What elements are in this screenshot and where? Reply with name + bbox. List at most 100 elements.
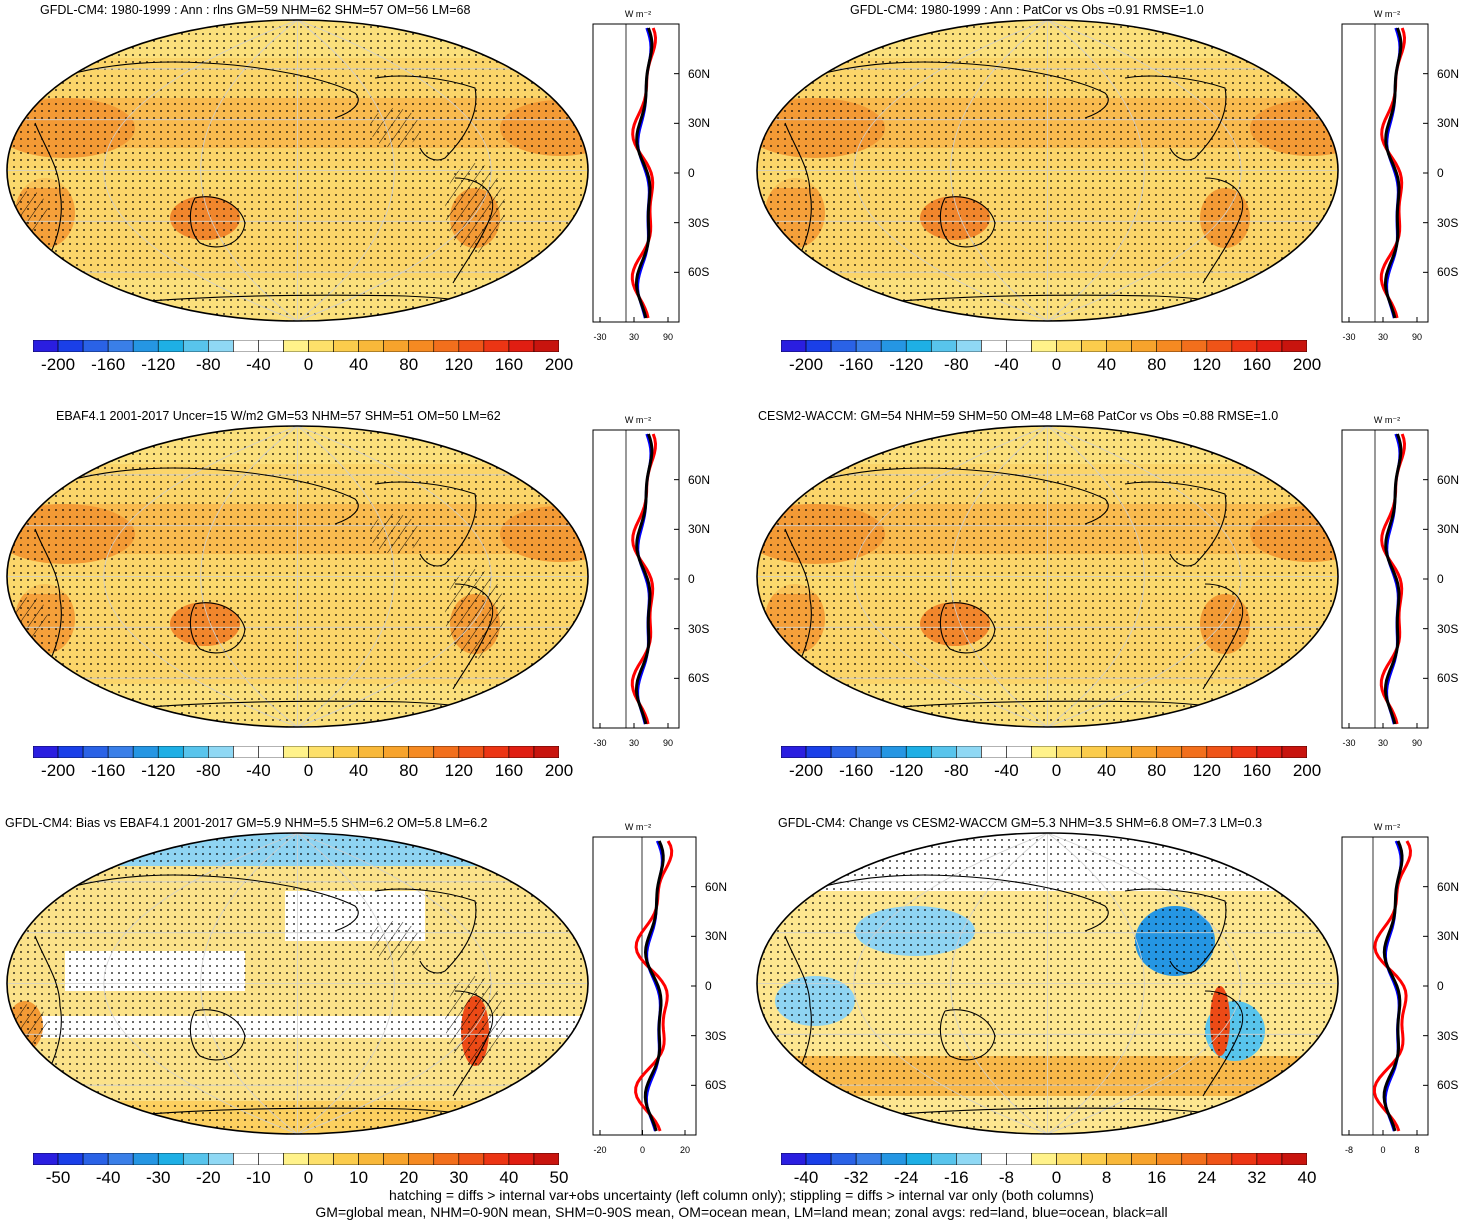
- colorbar-swatch: [107, 746, 134, 758]
- lat-tick-label: 30S: [688, 621, 710, 636]
- colorbar-swatch: [905, 340, 932, 352]
- lat-tick-label: 60S: [705, 1078, 727, 1093]
- colorbar-tick-label: 24: [1197, 1168, 1217, 1187]
- colorbar-tick-label: -80: [196, 761, 221, 780]
- zonal-trace: [1379, 433, 1407, 725]
- lat-tick-label: 30N: [688, 116, 711, 131]
- colorbar-bias: [33, 1153, 559, 1165]
- colorbar-swatch: [408, 1153, 435, 1165]
- colorbar-swatch: [208, 1153, 234, 1165]
- zonal-trace: [634, 433, 654, 725]
- zonal-x-tick-label: -8: [1344, 1145, 1354, 1155]
- colorbar-swatch: [1081, 746, 1107, 758]
- colorbar-swatch: [233, 340, 259, 352]
- coastline-north-america: [374, 75, 477, 161]
- colorbar-tick-label: -160: [91, 761, 126, 780]
- colorbar-swatch: [830, 340, 857, 352]
- lat-tick-label: 30N: [688, 522, 711, 537]
- colorbar-tick-label: 160: [494, 355, 524, 374]
- colorbar-tick-label: -32: [843, 1168, 869, 1187]
- colorbar-tick-label: 80: [399, 355, 419, 374]
- colorbar-tick-label: 80: [399, 761, 419, 780]
- colorbar-tick-label: -30: [145, 1168, 171, 1187]
- colorbar-swatch: [1156, 340, 1183, 352]
- colorbar-swatch: [1006, 1153, 1032, 1165]
- colorbar-swatch: [930, 746, 957, 758]
- colorbar-labels: -200 -160 -120 -80 -40 0 40 80 120 160 200: [781, 355, 1321, 377]
- zonal-x-tick-label: 0: [639, 1145, 646, 1155]
- colorbar-swatch: [233, 746, 259, 758]
- zonal-unit-label: W m⁻²: [1374, 9, 1400, 19]
- colorbar-swatch: [805, 1153, 832, 1165]
- zonal-x-tick-label: 0: [1380, 1145, 1386, 1155]
- colorbar-swatch: [981, 340, 1007, 352]
- colorbar-swatch: [855, 746, 882, 758]
- map-change: [756, 832, 1339, 1135]
- lat-tick-label: 60S: [688, 671, 710, 686]
- colorbar-swatch: [830, 1153, 857, 1165]
- coastline-australia: [189, 1009, 246, 1061]
- lat-tick-label: 30S: [1437, 215, 1459, 230]
- panel-bias: GFDL-CM4: Bias vs EBAF4.1 2001-2017 GM=5…: [0, 813, 740, 1193]
- colorbar-tick-label: 40: [499, 1168, 519, 1187]
- panel-title: GFDL-CM4: 1980-1999 : Ann : rlns GM=59 N…: [40, 3, 471, 17]
- lat-tick-label: 30N: [705, 929, 728, 944]
- panel-ebaf: EBAF4.1 2001-2017 Uncer=15 W/m2 GM=53 NH…: [0, 406, 740, 801]
- colorbar-gfdl: [33, 340, 559, 352]
- colorbar-swatch: [1256, 746, 1283, 758]
- lat-tick-label: 30S: [1437, 621, 1459, 636]
- colorbar-tick-label: -80: [944, 761, 969, 780]
- colorbar-tick-label: 120: [1192, 355, 1221, 374]
- colorbar-swatch: [880, 340, 907, 352]
- lat-tick-label: 60S: [688, 265, 710, 280]
- coastline-south-america: [1202, 990, 1244, 1097]
- colorbar-tick-label: -40: [246, 761, 271, 780]
- zonal-plot-gfdl: W m⁻²: [592, 9, 680, 323]
- lat-tick-label: 0: [705, 979, 712, 993]
- coastline-north-america: [1124, 481, 1227, 567]
- colorbar-swatch: [1106, 1153, 1132, 1165]
- colorbar-tick-label: 120: [444, 761, 473, 780]
- colorbar-tick-label: 0: [303, 355, 314, 374]
- lat-tick-label: 60S: [1437, 265, 1459, 280]
- colorbar-tick-label: -40: [793, 1168, 819, 1187]
- map-outline: [756, 425, 1339, 728]
- colorbar-swatch: [107, 340, 134, 352]
- coastline-africa: [34, 122, 62, 264]
- zonal-x-tick-label: 30: [1377, 332, 1389, 342]
- colorbar-swatch: [283, 746, 309, 758]
- colorbar-tick-label: 120: [444, 355, 473, 374]
- zonal-trace: [1372, 840, 1413, 1132]
- lat-tick-label: 30N: [1437, 929, 1460, 944]
- colorbar-swatch: [57, 746, 84, 758]
- colorbar-swatch: [182, 746, 209, 758]
- colorbar-swatch: [805, 746, 832, 758]
- colorbar-swatch: [82, 746, 109, 758]
- zonal-unit-label: W m⁻²: [1374, 415, 1400, 425]
- lat-tick-label: 0: [1437, 166, 1444, 180]
- panel-title: CESM2-WACCM: GM=54 NHM=59 SHM=50 OM=48 L…: [758, 409, 1279, 423]
- colorbar-swatch: [905, 1153, 932, 1165]
- colorbar-swatch: [433, 1153, 460, 1165]
- zonal-plot-change: W m⁻²: [1341, 822, 1429, 1136]
- zonal-trace: [1379, 27, 1407, 319]
- coastline-eurasia: [774, 61, 1109, 119]
- colorbar-gfdl-patcor: [781, 340, 1307, 352]
- colorbar-swatch: [333, 340, 359, 352]
- coastline-australia: [939, 1009, 996, 1061]
- coastline-africa: [784, 528, 812, 670]
- colorbar-swatch: [157, 746, 184, 758]
- colorbar-swatch: [82, 1153, 109, 1165]
- colorbar-swatch: [1056, 746, 1082, 758]
- lat-tick-label: 60N: [705, 879, 728, 894]
- colorbar-swatch: [1006, 746, 1032, 758]
- colorbar-tick-label: 20: [399, 1168, 419, 1187]
- lat-tick-label: 0: [1437, 572, 1444, 586]
- coastline-south-america: [452, 177, 494, 284]
- colorbar-tick-label: -200: [41, 355, 76, 374]
- colorbar-swatch: [1006, 340, 1032, 352]
- colorbar-tick-label: 40: [349, 355, 369, 374]
- colorbar-tick-label: -8: [998, 1168, 1014, 1187]
- panel-change: GFDL-CM4: Change vs CESM2-WACCM GM=5.3 N…: [748, 813, 1483, 1193]
- zonal-unit-label: W m⁻²: [625, 415, 651, 425]
